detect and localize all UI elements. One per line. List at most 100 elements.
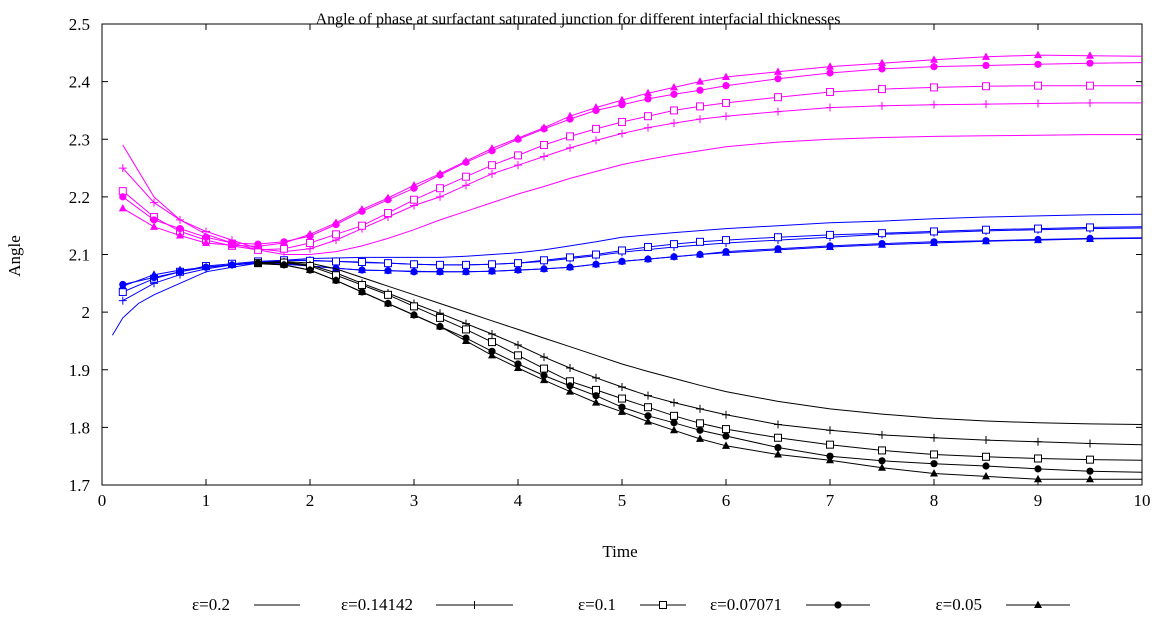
data-point: [514, 351, 522, 360]
data-point: [696, 86, 704, 94]
data-point: [644, 412, 652, 420]
data-point: [1086, 455, 1094, 464]
data-point: [930, 100, 938, 109]
data-point: [670, 240, 678, 249]
data-point: [306, 229, 314, 238]
data-point: [436, 313, 444, 322]
data-point: [696, 426, 704, 434]
data-point: [878, 240, 886, 248]
data-point: [618, 394, 626, 403]
data-point: [358, 205, 366, 213]
data-point: [118, 287, 127, 296]
data-point: [540, 375, 548, 384]
data-point: [280, 260, 288, 268]
data-point: [878, 229, 886, 238]
data-point: [774, 233, 782, 242]
legend-label: ε=0.07071: [710, 595, 782, 614]
series-black-filled-triangle: [254, 259, 1142, 483]
data-point: [930, 83, 938, 92]
data-point: [514, 161, 522, 170]
series-line: [111, 213, 1143, 336]
data-point: [384, 266, 392, 274]
data-point: [1034, 454, 1042, 463]
data-point: [436, 192, 444, 201]
data-point: [722, 410, 730, 419]
data-point: [878, 101, 886, 110]
y-tick-label: 1.8: [69, 418, 90, 437]
data-point: [540, 364, 548, 373]
data-point: [696, 102, 704, 111]
data-point: [722, 248, 730, 256]
legend-label: ε=0.2: [192, 595, 230, 614]
data-point: [592, 259, 600, 268]
data-point: [540, 256, 548, 265]
data-point: [592, 392, 600, 400]
data-point: [1034, 224, 1042, 233]
data-point: [488, 144, 496, 152]
data-point: [1086, 59, 1094, 67]
data-point: [826, 87, 834, 96]
data-point: [618, 407, 626, 415]
legend-label: ε=0.14142: [341, 595, 413, 614]
data-point: [696, 237, 704, 246]
series-magenta-filled-triangle: [118, 50, 1143, 250]
data-point: [488, 338, 496, 347]
data-point: [118, 164, 127, 173]
data-point: [670, 82, 678, 91]
data-point: [1034, 235, 1042, 244]
legend-marker: [1034, 600, 1042, 608]
y-tick-label: 2.5: [69, 15, 90, 34]
data-point: [774, 245, 782, 253]
data-point: [228, 260, 236, 268]
data-point: [462, 260, 470, 269]
data-point: [774, 443, 782, 452]
data-point: [384, 209, 392, 218]
series-blue-none: [111, 213, 1143, 336]
data-point: [982, 236, 990, 245]
data-point: [410, 195, 418, 204]
data-point: [176, 224, 184, 233]
data-point: [592, 124, 600, 133]
data-point: [436, 184, 444, 193]
y-tick-label: 2.2: [69, 188, 90, 207]
legend-marker: [659, 601, 667, 609]
data-point: [618, 257, 626, 265]
x-tick-label: 5: [618, 491, 627, 510]
series-line: [122, 226, 1143, 293]
legend-item: ε=0.05: [936, 595, 1070, 614]
series-line: [257, 260, 1143, 425]
data-point: [644, 391, 652, 400]
data-point: [118, 281, 127, 290]
series-blue-open-square: [118, 223, 1143, 296]
data-point: [488, 350, 496, 359]
data-point: [332, 257, 340, 266]
x-tick-label: 2: [306, 491, 315, 510]
data-point: [462, 325, 470, 334]
data-point: [644, 417, 652, 425]
data-point: [566, 253, 574, 262]
data-point: [254, 242, 262, 250]
data-point: [670, 411, 678, 420]
data-point: [644, 243, 652, 252]
data-point: [592, 373, 600, 382]
data-point: [358, 281, 366, 290]
data-point: [566, 111, 574, 120]
data-point: [644, 123, 652, 132]
data-point: [826, 69, 834, 77]
data-point: [878, 457, 886, 465]
data-point: [930, 238, 938, 246]
data-point: [436, 260, 444, 269]
data-point: [670, 90, 678, 98]
data-point: [514, 151, 522, 160]
data-point: [878, 463, 886, 471]
y-tick-label: 2: [82, 303, 91, 322]
data-point: [1034, 465, 1042, 473]
data-point: [228, 240, 236, 249]
data-point: [774, 450, 782, 458]
data-point: [1034, 99, 1042, 108]
data-point: [878, 58, 886, 67]
x-tick-label: 9: [1034, 491, 1043, 510]
data-point: [119, 193, 127, 201]
data-point: [358, 287, 366, 295]
data-point: [618, 403, 626, 411]
